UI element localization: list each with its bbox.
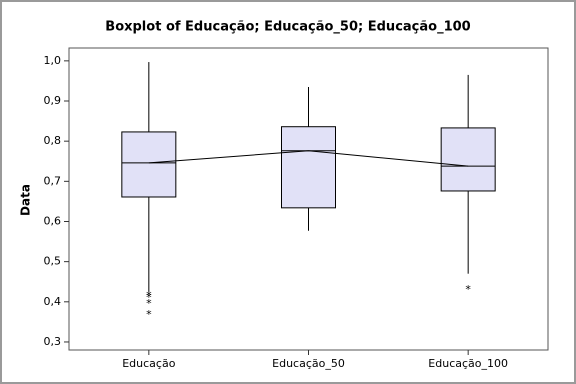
box [281,126,336,209]
y-tick-label: 0,6 [44,214,62,227]
chart-title: Boxplot of Educação; Educação_50; Educaç… [105,20,470,35]
outlier: * [146,289,152,302]
x-tick-label: Educação_100 [428,357,508,370]
outlier: * [146,297,152,310]
x-tick-label: Educação_50 [272,357,345,370]
outlier: * [146,308,152,321]
y-tick-label: 0,9 [44,94,62,107]
box [440,127,496,192]
y-tick-label: 0,3 [44,335,62,348]
y-tick-label: 1,0 [44,54,62,67]
median-connect-line [148,150,469,167]
x-tick-label: Educação [122,357,175,370]
y-tick-label: 0,7 [44,174,62,187]
outlier: * [146,291,152,304]
y-tick-label: 0,8 [44,134,62,147]
box [121,131,177,198]
y-tick-label: 0,5 [44,255,62,268]
y-tick-label: 0,4 [44,295,62,308]
y-axis-label: Data [19,184,33,216]
outlier: * [465,283,471,296]
